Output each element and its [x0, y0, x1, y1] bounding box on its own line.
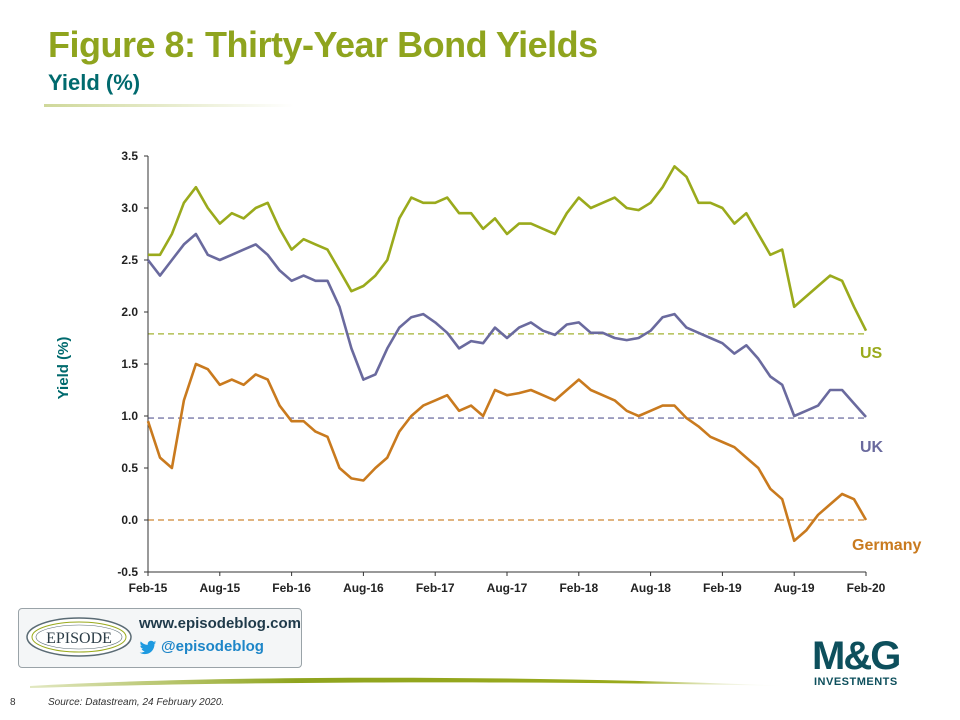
mg-investments-logo: M&G INVESTMENTS — [812, 634, 901, 688]
website-link[interactable]: www.episodeblog.com — [139, 615, 301, 632]
y-tick-label: 1.0 — [121, 409, 138, 423]
series-line-uk — [146, 232, 867, 418]
source-note: Source: Datastream, 24 February 2020. — [48, 697, 225, 708]
y-tick-label: 2.0 — [121, 305, 138, 319]
x-tick-label: Feb-20 — [847, 581, 886, 595]
slide-title: Figure 8: Thirty-Year Bond Yields — [48, 24, 598, 65]
episode-blog-box: EPISODE www.episodeblog.com @episodeblog — [18, 608, 302, 668]
series-line-germany — [146, 362, 868, 543]
y-tick-label: 3.0 — [121, 201, 138, 215]
y-tick-label: 0.0 — [121, 513, 138, 527]
x-tick-label: Aug-18 — [630, 581, 671, 595]
page-number: 8 — [10, 697, 16, 708]
x-tick-label: Aug-19 — [774, 581, 815, 595]
y-axis-ticks: -0.5 0.0 0.5 1.0 1.5 2.0 2.5 3.0 3.5 — [117, 149, 148, 579]
episode-logo: EPISODE — [26, 617, 132, 657]
axes — [147, 156, 866, 573]
x-tick-label: Feb-15 — [129, 581, 168, 595]
x-tick-label: Feb-19 — [703, 581, 742, 595]
title-rule — [44, 104, 294, 107]
reference-lines — [148, 333, 866, 521]
x-tick-label: Feb-18 — [559, 581, 598, 595]
episode-logo-text: EPISODE — [46, 630, 112, 647]
x-tick-label: Aug-15 — [199, 581, 240, 595]
x-tick-label: Aug-17 — [487, 581, 528, 595]
mg-logo-mark: M&G — [812, 634, 901, 678]
twitter-bird-icon — [139, 640, 157, 655]
twitter-handle[interactable]: @episodeblog — [161, 638, 264, 655]
y-tick-label: 2.5 — [121, 253, 138, 267]
x-axis-ticks: Feb-15 Aug-15 Feb-16 Aug-16 Feb-17 Aug-17 Feb-… — [129, 572, 886, 595]
series-label-germany: Germany — [852, 537, 921, 554]
x-tick-label: Feb-17 — [416, 581, 455, 595]
bond-yield-chart: -0.5 0.0 0.5 1.0 1.5 2.0 2.5 3.0 3.5 Feb-15 Aug-1… — [55, 149, 921, 595]
series-label-uk: UK — [860, 439, 884, 456]
y-axis-label: Yield (%) — [55, 337, 72, 400]
x-tick-label: Aug-16 — [343, 581, 384, 595]
y-tick-label: 0.5 — [121, 461, 138, 475]
series-lines — [146, 165, 868, 543]
mg-logo-subtitle: INVESTMENTS — [814, 676, 898, 688]
y-tick-label: 3.5 — [121, 149, 138, 163]
series-labels: US UK Germany — [852, 345, 921, 554]
series-line-us — [148, 165, 868, 332]
bottom-swoosh-decoration — [30, 677, 790, 688]
series-label-us: US — [860, 345, 883, 362]
x-tick-label: Feb-16 — [272, 581, 311, 595]
y-tick-label: 1.5 — [121, 357, 138, 371]
y-tick-label: -0.5 — [117, 565, 138, 579]
slide-subtitle: Yield (%) — [48, 70, 141, 95]
